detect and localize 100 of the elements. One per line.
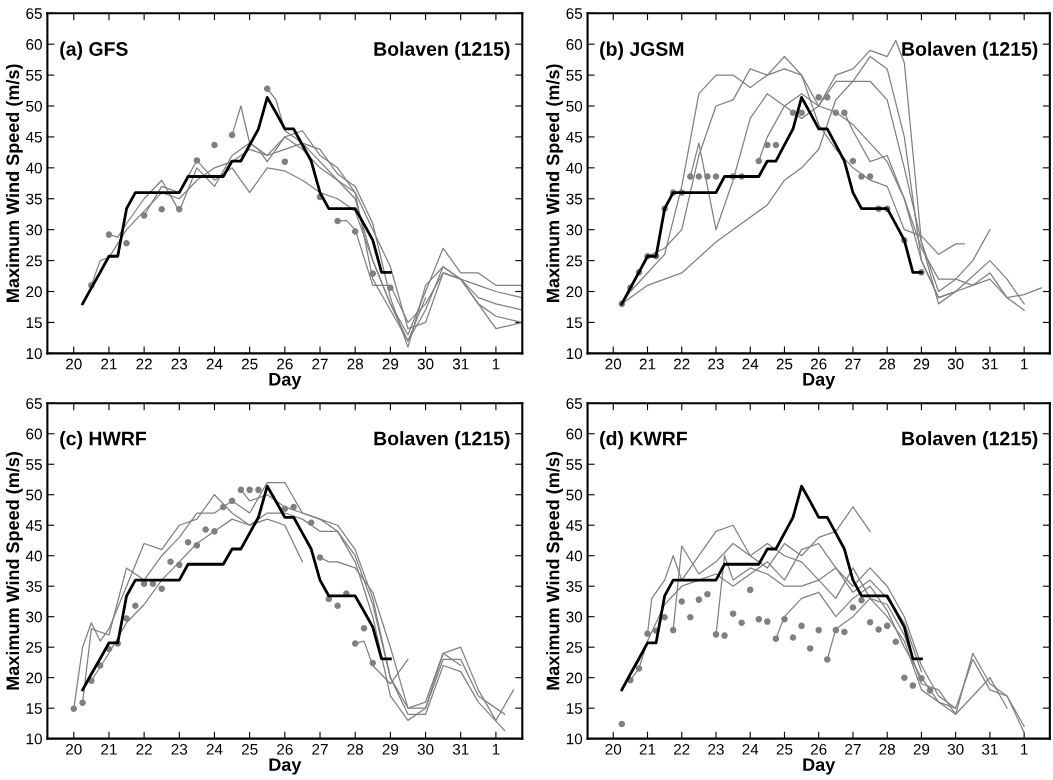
- x-tick-label: 27: [845, 358, 861, 370]
- x-tick-label: 28: [347, 743, 364, 755]
- x-tick-label: 27: [312, 743, 328, 755]
- y-tick-label: 55: [566, 70, 583, 81]
- y-tick-label: 40: [566, 162, 583, 174]
- annotation: Bolaven (1215): [902, 41, 1038, 60]
- y-tick-label: 20: [26, 286, 42, 298]
- x-tick-label: 23: [708, 358, 724, 370]
- y-tick-label: 15: [566, 317, 583, 329]
- x-tick-label: 30: [417, 358, 434, 370]
- x-tick-label: 30: [947, 743, 964, 755]
- x-tick-label: 21: [101, 358, 117, 370]
- x-tick-label: 27: [312, 358, 328, 370]
- y-tick-label: 35: [566, 193, 583, 205]
- x-tick-label: 24: [206, 743, 223, 755]
- y-tick-label: 50: [26, 100, 42, 112]
- annotation: (b) JGSM: [600, 41, 684, 60]
- y-axis-title: Maximum Wind Speed (m/s): [546, 64, 563, 302]
- x-tick-label: 20: [605, 743, 622, 755]
- y-tick-label: 40: [25, 550, 42, 562]
- y-tick-label: 55: [566, 459, 583, 470]
- x-tick-label: 21: [639, 358, 656, 370]
- x-tick-label: 29: [382, 743, 399, 755]
- x-tick-label: 25: [241, 358, 258, 370]
- x-tick-label: 25: [776, 358, 793, 370]
- x-axis-title: Day: [803, 758, 836, 775]
- x-tick-label: 31: [982, 358, 998, 370]
- y-tick-label: 30: [26, 224, 42, 236]
- y-tick-label: 40: [566, 550, 583, 562]
- x-tick-label: 28: [347, 358, 364, 370]
- x-tick-label: 26: [810, 743, 827, 755]
- x-tick-label: 31: [452, 743, 469, 755]
- y-tick-label: 60: [26, 428, 42, 440]
- x-tick-label: 22: [674, 358, 690, 370]
- y-tick-label: 20: [566, 672, 583, 684]
- y-tick-label: 10: [26, 733, 42, 745]
- y-tick-label: 10: [26, 348, 42, 360]
- x-tick-label: 22: [136, 358, 152, 370]
- y-tick-label: 40: [25, 162, 42, 174]
- x-tick-label: 25: [241, 743, 258, 755]
- x-tick-label: 23: [171, 358, 188, 370]
- y-tick-label: 60: [566, 39, 583, 50]
- x-tick-label: 24: [206, 358, 223, 370]
- x-tick-label: 25: [776, 743, 793, 755]
- y-tick-label: 50: [566, 100, 583, 112]
- y-tick-label: 65: [26, 8, 42, 19]
- y-tick-label: 25: [566, 642, 583, 653]
- y-tick-label: 15: [26, 317, 42, 329]
- y-tick-label: 15: [566, 703, 583, 714]
- x-tick-label: 26: [277, 358, 293, 370]
- x-tick-label: 20: [66, 743, 82, 755]
- y-tick-label: 45: [566, 131, 583, 143]
- y-tick-label: 30: [566, 224, 583, 236]
- x-tick-label: 29: [382, 358, 399, 370]
- y-tick-label: 30: [566, 611, 583, 623]
- y-tick-label: 65: [566, 398, 583, 409]
- x-tick-label: 30: [417, 743, 434, 755]
- x-tick-label: 1: [1021, 744, 1028, 755]
- y-tick-label: 25: [566, 255, 583, 267]
- x-tick-label: 21: [101, 743, 117, 755]
- annotation: Bolaven (1215): [374, 41, 510, 60]
- x-tick-label: 29: [913, 358, 930, 370]
- y-tick-label: 25: [26, 642, 42, 653]
- x-tick-label: 22: [674, 743, 690, 755]
- y-axis-title: Maximum Wind Speed (m/s): [546, 452, 563, 690]
- x-tick-label: 1: [1021, 358, 1028, 370]
- y-tick-label: 65: [26, 398, 42, 409]
- y-tick-label: 60: [566, 428, 583, 440]
- x-tick-label: 26: [277, 743, 293, 755]
- x-tick-label: 28: [879, 358, 896, 370]
- y-tick-label: 55: [26, 70, 42, 81]
- x-tick-label: 29: [913, 743, 930, 755]
- annotation: (c) HWRF: [60, 431, 147, 450]
- x-tick-label: 24: [742, 743, 759, 755]
- annotation: Bolaven (1215): [902, 431, 1038, 450]
- x-axis-title: Day: [803, 373, 836, 390]
- x-tick-label: 24: [742, 358, 759, 370]
- x-tick-label: 31: [982, 743, 998, 755]
- x-tick-label: 1: [492, 744, 500, 755]
- x-tick-label: 31: [452, 358, 469, 370]
- y-tick-label: 45: [566, 520, 583, 531]
- y-tick-label: 45: [25, 520, 42, 531]
- y-tick-label: 35: [566, 581, 583, 592]
- x-tick-label: 21: [639, 743, 656, 755]
- x-tick-label: 23: [171, 743, 188, 755]
- annotation: (d) KWRF: [600, 431, 687, 450]
- y-tick-label: 65: [566, 8, 583, 19]
- y-tick-label: 60: [26, 39, 42, 50]
- y-axis-title: Maximum Wind Speed (m/s): [5, 452, 23, 690]
- y-tick-label: 50: [26, 489, 42, 501]
- x-tick-label: 26: [810, 358, 827, 370]
- x-axis-title: Day: [269, 758, 302, 775]
- x-tick-label: 20: [66, 358, 82, 370]
- y-tick-label: 20: [26, 672, 42, 684]
- y-tick-label: 10: [566, 733, 583, 745]
- y-tick-label: 45: [25, 131, 42, 143]
- x-tick-label: 27: [845, 743, 861, 755]
- y-tick-label: 10: [566, 348, 583, 360]
- y-axis-title: Maximum Wind Speed (m/s): [5, 64, 23, 302]
- y-tick-label: 30: [26, 611, 42, 623]
